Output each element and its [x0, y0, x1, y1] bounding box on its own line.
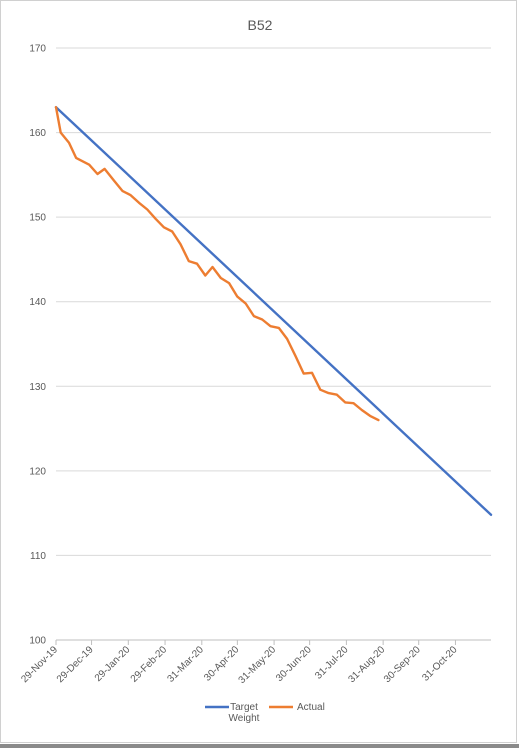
- x-tick-label: 29-Dec-19: [55, 644, 96, 685]
- window-bottom-edge: [0, 744, 519, 748]
- x-tick-label: 30-Jun-20: [274, 644, 314, 684]
- x-tick-label: 31-Jul-20: [313, 644, 351, 682]
- y-tick-label: 160: [29, 128, 46, 139]
- x-tick-label: 29-Nov-19: [19, 644, 60, 685]
- y-tick-label: 130: [29, 382, 46, 393]
- x-tick-label: 30-Sep-20: [382, 644, 423, 685]
- y-tick-label: 140: [29, 297, 46, 308]
- y-tick-label: 110: [30, 551, 46, 562]
- legend-label-actual: Actual: [297, 702, 325, 713]
- series-line-target-weight: [54, 105, 493, 516]
- x-tick-label: 31-Oct-20: [420, 644, 460, 684]
- y-axis: 100 110 120 130 140 150 160 170: [29, 44, 46, 647]
- gridlines: [56, 47, 491, 641]
- x-tick-label: 31-May-20: [237, 644, 279, 686]
- x-axis: 29-Nov-1929-Dec-1929-Jan-2029-Feb-2031-M…: [19, 640, 460, 686]
- y-tick-label: 150: [29, 213, 46, 224]
- x-tick-label: 29-Feb-20: [129, 644, 170, 685]
- x-tick-label: 31-Aug-20: [346, 644, 387, 685]
- y-tick-label: 100: [29, 636, 46, 647]
- x-tick-label: 29-Jan-20: [93, 644, 133, 684]
- series-lines: [54, 105, 493, 516]
- y-tick-label: 120: [29, 466, 46, 477]
- y-tick-label: 170: [29, 44, 46, 55]
- legend: Target Weight Actual: [205, 702, 325, 724]
- chart-title: B52: [248, 17, 273, 33]
- x-tick-label: 31-Mar-20: [166, 644, 207, 685]
- series-line-actual: [54, 105, 380, 422]
- legend-label-target-weight: Target Weight: [229, 702, 260, 724]
